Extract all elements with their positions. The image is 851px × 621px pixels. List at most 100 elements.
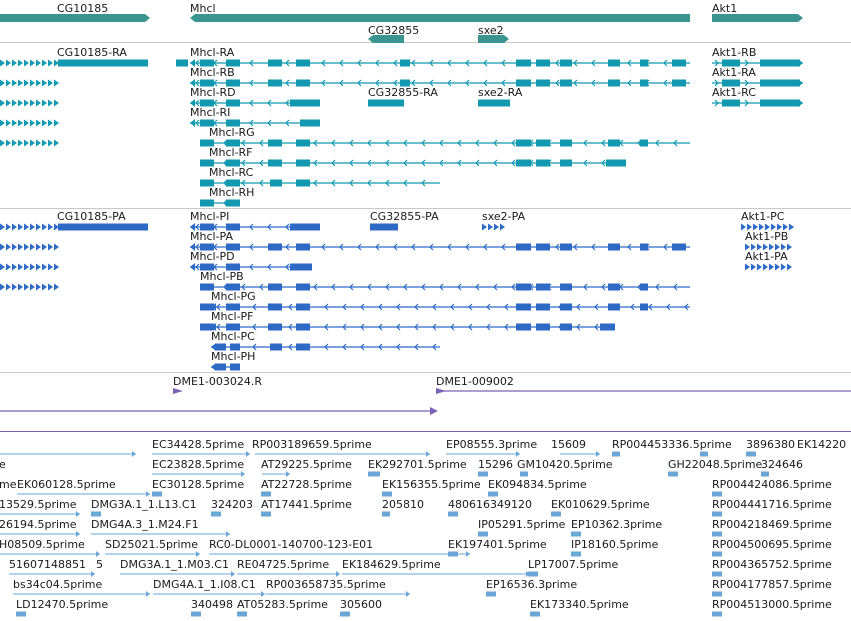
est-label[interactable]: 3896380 (746, 438, 795, 451)
contig-label[interactable]: DME1-009002 (436, 375, 514, 388)
strand-chevron[interactable] (673, 283, 678, 291)
strand-chevron[interactable] (591, 79, 596, 87)
est-label[interactable]: EK010629.5prime (551, 498, 650, 511)
strand-chevron[interactable] (213, 223, 218, 231)
exon-block[interactable] (270, 343, 282, 351)
strand-chevron[interactable] (630, 303, 635, 311)
strand-chevron[interactable] (612, 303, 617, 311)
strand-arrow[interactable] (24, 139, 29, 147)
est-arrow[interactable] (286, 471, 290, 477)
strand-arrow[interactable] (30, 79, 35, 87)
strand-arrow[interactable] (42, 59, 47, 67)
est-block[interactable] (520, 471, 528, 477)
exon-block[interactable] (200, 263, 214, 271)
strand-chevron[interactable] (357, 79, 362, 87)
strand-chevron[interactable] (259, 179, 264, 187)
strand-arrow[interactable] (6, 263, 11, 271)
strand-chevron[interactable] (216, 323, 221, 331)
strand-chevron[interactable] (357, 243, 362, 251)
est-label[interactable]: bs34c04.5prime (13, 578, 103, 591)
strand-arrow[interactable] (42, 139, 47, 147)
transcript-label[interactable]: CG10185-RA (57, 46, 127, 59)
gene-label-mhcl[interactable]: Mhcl (190, 2, 216, 15)
strand-chevron[interactable] (421, 139, 426, 147)
strand-chevron[interactable] (591, 59, 596, 67)
est-arrow[interactable] (146, 591, 150, 597)
est-label[interactable]: EK094834.5prime (488, 478, 587, 491)
strand-arrow[interactable] (0, 263, 5, 271)
strand-chevron[interactable] (195, 263, 200, 271)
strand-chevron[interactable] (403, 283, 408, 291)
exon-block[interactable] (296, 283, 310, 291)
exon-block[interactable] (536, 283, 550, 291)
est-label[interactable]: AT29225.5prime (261, 458, 352, 471)
strand-arrow[interactable] (12, 243, 17, 251)
est-label[interactable]: LD12470.5prime (16, 598, 109, 611)
strand-chevron[interactable] (303, 59, 308, 67)
strand-arrow[interactable] (24, 79, 29, 87)
est-label[interactable]: DMG3A.1_1.L13.C1 (91, 498, 197, 511)
contig-feature[interactable] (436, 388, 446, 394)
strand-arrow[interactable] (30, 263, 35, 271)
strand-chevron[interactable] (213, 79, 218, 87)
transcript-label[interactable]: Mhcl-PI (190, 210, 230, 223)
strand-chevron[interactable] (205, 283, 210, 291)
strand-chevron[interactable] (241, 179, 246, 187)
est-block[interactable] (668, 471, 678, 477)
strand-chevron[interactable] (483, 243, 488, 251)
est-label[interactable]: 5 (96, 558, 103, 571)
strand-chevron[interactable] (331, 283, 336, 291)
strand-chevron[interactable] (288, 303, 293, 311)
transcript-label[interactable]: Mhcl-PB (200, 270, 244, 283)
strand-arrow[interactable] (751, 243, 756, 251)
est-label[interactable]: RE04725.5prime (237, 558, 330, 571)
exon-block[interactable] (200, 323, 214, 331)
exon-block[interactable] (200, 243, 214, 251)
strand-arrow[interactable] (42, 283, 47, 291)
strand-chevron[interactable] (421, 179, 426, 187)
est-label[interactable]: EP10362.3prime (571, 518, 663, 531)
strand-arrow[interactable] (30, 283, 35, 291)
strand-chevron[interactable] (295, 139, 300, 147)
strand-chevron[interactable] (627, 79, 632, 87)
transcript-label[interactable]: Mhcl-PH (211, 350, 256, 363)
strand-chevron[interactable] (519, 79, 524, 87)
strand-chevron[interactable] (403, 179, 408, 187)
strand-arrow[interactable] (6, 119, 11, 127)
est-block[interactable] (261, 511, 271, 517)
exon-block[interactable] (600, 323, 615, 331)
strand-chevron[interactable] (744, 79, 749, 87)
exon-block[interactable] (640, 243, 648, 251)
strand-chevron[interactable] (213, 243, 218, 251)
exon-block[interactable] (226, 303, 240, 311)
strand-chevron[interactable] (267, 223, 272, 231)
exon-block[interactable] (370, 223, 398, 231)
strand-chevron[interactable] (558, 303, 563, 311)
exon-block[interactable] (640, 303, 648, 311)
exon-block[interactable] (536, 79, 550, 87)
strand-chevron[interactable] (501, 243, 506, 251)
strand-chevron[interactable] (601, 283, 606, 291)
est-label[interactable]: EC34428.5prime (152, 438, 245, 451)
strand-chevron[interactable] (475, 139, 480, 147)
est-label[interactable]: RC0-DL0001-140700-123-E01 (209, 538, 374, 551)
exon-block[interactable] (296, 179, 310, 187)
strand-arrow[interactable] (190, 59, 195, 67)
est-block[interactable] (571, 551, 581, 557)
exon-block[interactable] (290, 99, 320, 107)
est-label[interactable]: EC30128.5prime (152, 478, 245, 491)
est-label[interactable]: AT22728.5prime (261, 478, 352, 491)
strand-chevron[interactable] (681, 59, 686, 67)
exon-block[interactable] (560, 243, 572, 251)
strand-chevron[interactable] (537, 243, 542, 251)
strand-arrow[interactable] (0, 79, 5, 87)
strand-chevron[interactable] (252, 343, 257, 351)
strand-chevron[interactable] (493, 159, 498, 167)
strand-arrow[interactable] (0, 243, 5, 251)
strand-arrow[interactable] (12, 79, 17, 87)
strand-chevron[interactable] (429, 243, 434, 251)
exon-block[interactable] (608, 303, 620, 311)
exon-block[interactable] (608, 59, 620, 67)
strand-arrow[interactable] (6, 223, 11, 231)
strand-arrow[interactable] (211, 363, 216, 371)
